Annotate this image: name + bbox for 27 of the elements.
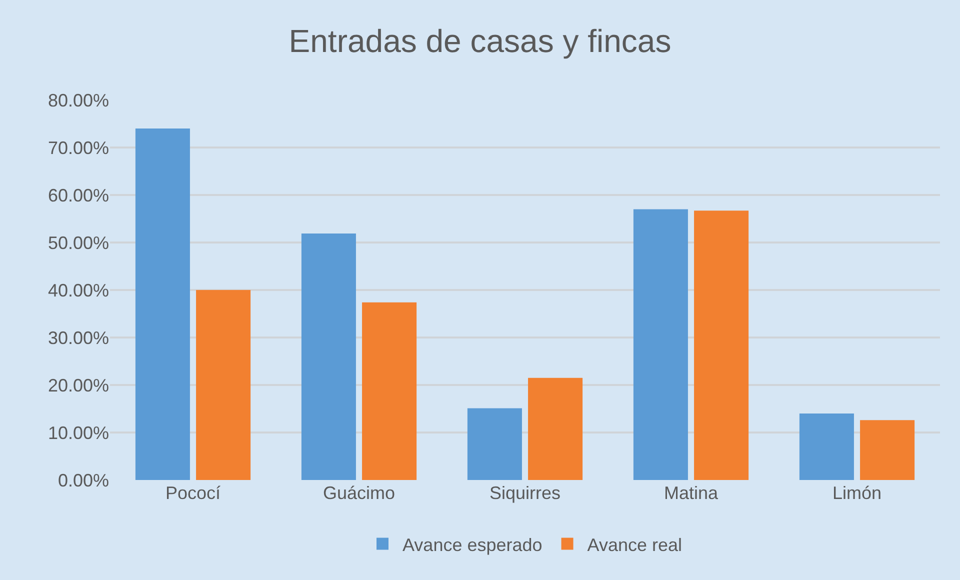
bar: [799, 414, 854, 480]
y-tick-label: 10.00%: [48, 422, 109, 443]
x-tick-label: Matina: [664, 483, 719, 503]
x-tick-label: Siquirres: [489, 483, 561, 503]
bar: [362, 302, 417, 480]
bar: [467, 408, 522, 480]
bar: [528, 378, 583, 480]
bar: [633, 209, 688, 480]
y-tick-label: 60.00%: [48, 185, 109, 206]
bar: [301, 233, 356, 480]
legend-label: Avance esperado: [402, 534, 542, 555]
bar: [860, 420, 915, 480]
y-tick-label: 50.00%: [48, 232, 109, 253]
bar: [196, 290, 251, 480]
chart-title: Entradas de casas y fincas: [288, 22, 672, 59]
bar: [135, 128, 190, 480]
y-tick-label: 70.00%: [48, 138, 109, 158]
y-tick-label: 0.00%: [58, 470, 109, 490]
y-tick-label: 40.00%: [48, 280, 109, 300]
x-tick-label: Limón: [832, 483, 882, 503]
y-tick-label: 80.00%: [48, 90, 109, 110]
bar: [694, 210, 749, 480]
legend-label: Avance real: [587, 534, 682, 555]
x-tick-label: Pococí: [165, 483, 221, 503]
x-tick-label: Guácimo: [322, 483, 396, 503]
y-tick-label: 20.00%: [48, 375, 109, 396]
y-tick-label: 30.00%: [48, 328, 109, 348]
